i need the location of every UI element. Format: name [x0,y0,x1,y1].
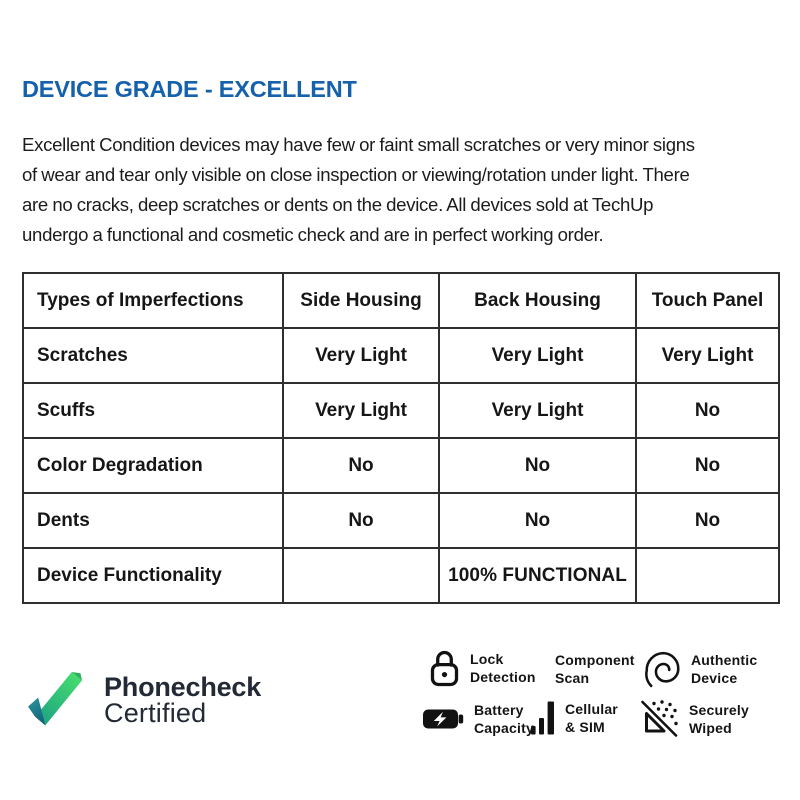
brand-subtitle: Certified [104,697,207,728]
description-paragraph: Excellent Condition devices may have few… [22,130,782,250]
feature-label-line: Battery [474,702,524,718]
description-line: Excellent Condition devices may have few… [22,134,695,155]
row-label: Scuffs [22,382,284,439]
phonecheck-logo: Phonecheck Certified [27,672,261,729]
feature-label-line: Device [691,669,738,686]
cell-value: No [282,437,440,494]
feature-component-scan: Component Scan [555,650,635,688]
feature-label-line: Lock [470,651,504,667]
feature-label-line: Component [555,652,635,668]
lock-icon [430,650,459,687]
cell-value: No [635,492,780,549]
description-line: undergo a functional and cosmetic check … [22,224,604,245]
cell-value: No [635,382,780,439]
cell-value: Very Light [282,327,440,384]
fingerprint-icon [645,651,680,688]
feature-label-line: & SIM [565,719,605,735]
cell-value: No [438,437,637,494]
feature-securely-wiped: Securely Wiped [641,699,749,738]
functional-status: 100% FUNCTIONAL [438,547,637,604]
cell-value: Very Light [635,327,780,384]
cell-value: No [438,492,637,549]
cell-value: No [635,437,780,494]
imperfections-table: Types of Imperfections Side Housing Back… [22,272,780,604]
feature-label-line: Capacity [474,720,534,736]
feature-label-line: Securely [689,701,749,718]
row-label: Device Functionality [22,547,284,604]
table-header-row: Types of Imperfections Side Housing Back… [22,272,780,329]
signal-bars-icon [531,701,554,735]
description-line: are no cracks, deep scratches or dents o… [22,194,654,215]
table-row-device-functionality: Device Functionality 100% FUNCTIONAL [22,547,780,604]
checkmark-icon [28,672,82,726]
feature-label-line: Scan [555,670,590,686]
feature-cellular-sim: Cellular & SIM [531,701,618,735]
table-row-scratches: Scratches Very Light Very Light Very Lig… [22,327,780,384]
feature-lock-detection: Lock Detection [429,648,536,688]
description-line: of wear and tear only visible on close i… [22,164,690,185]
column-header-back-housing: Back Housing [438,272,637,329]
feature-label-line: Wiped [689,719,732,736]
feature-label-line: Authentic [691,651,758,668]
row-label: Scratches [22,327,284,384]
cell-value: Very Light [282,382,440,439]
table-row-color-degradation: Color Degradation No No No [22,437,780,494]
cell-value [282,547,440,604]
row-label: Dents [22,492,284,549]
cell-value: Very Light [438,327,637,384]
column-header-touch-panel: Touch Panel [635,272,780,329]
cell-value [635,547,780,604]
cell-value: Very Light [438,382,637,439]
table-row-dents: Dents No No No [22,492,780,549]
feature-label-line: Detection [470,669,536,685]
brand-name: Phonecheck [104,671,262,702]
page-title: DEVICE GRADE - EXCELLENT [22,76,357,102]
row-label: Color Degradation [22,437,284,494]
cell-value: No [282,492,440,549]
feature-authentic-device: Authentic Device [644,647,757,690]
battery-icon [423,709,464,729]
table-row-scuffs: Scuffs Very Light Very Light No [22,382,780,439]
column-header-side-housing: Side Housing [282,272,440,329]
feature-label-line: Cellular [565,701,618,717]
column-header-types: Types of Imperfections [22,272,284,329]
wipe-icon [641,700,678,737]
feature-battery-capacity: Battery Capacity [422,702,534,736]
